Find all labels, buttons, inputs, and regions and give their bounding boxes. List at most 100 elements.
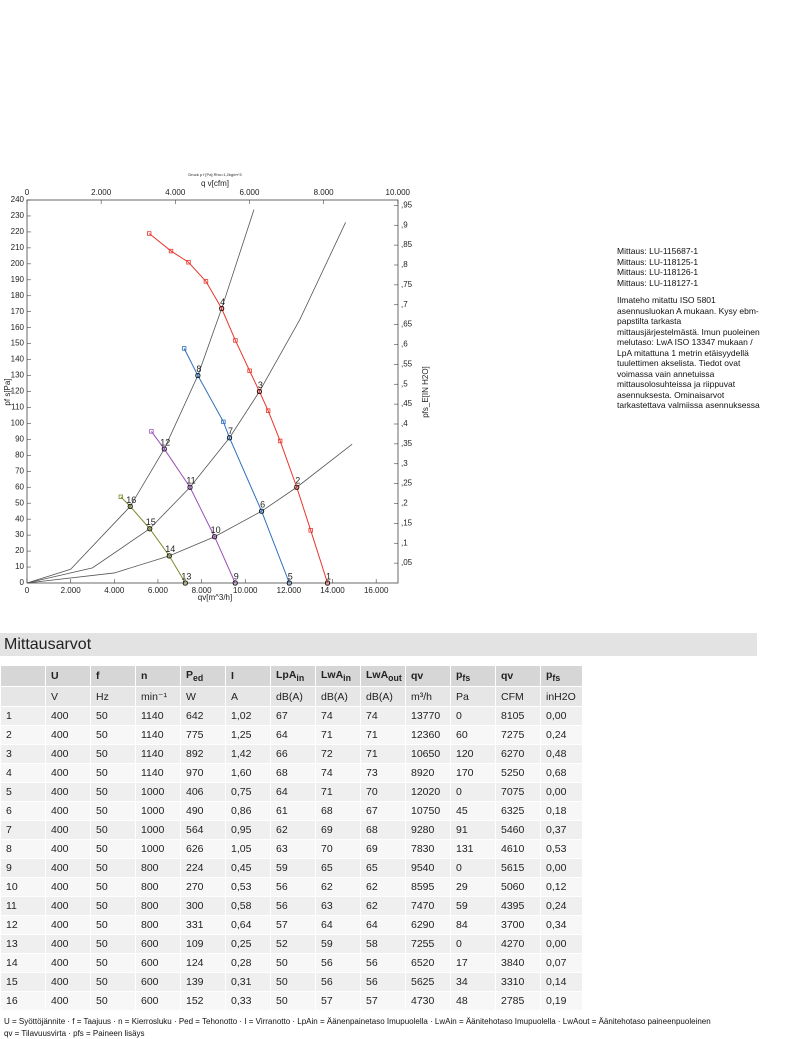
table-cell: 1140: [135, 725, 181, 745]
table-cell: 71: [315, 725, 361, 745]
table-cell: 6: [0, 801, 46, 821]
y2-axis-label: pfs_E[IN H2O]: [421, 366, 430, 418]
table-cell: 0,68: [540, 763, 583, 783]
table-cell: 270: [180, 877, 226, 897]
table-cell: 4270: [495, 934, 541, 954]
point-label: 11: [186, 476, 195, 486]
table-cell: 120: [450, 744, 496, 764]
curve-marker: [233, 338, 238, 343]
curve-marker: [149, 429, 154, 434]
table-row: 1 400 50 1140 642 1,02 67 74 74 13770 0 8105 0,00: [0, 706, 583, 726]
table-cell: 56: [270, 877, 316, 897]
table-cell: 400: [45, 858, 91, 878]
y-tick-label: 240: [11, 195, 25, 204]
curve-marker: [221, 419, 226, 425]
table-cell: 0,31: [225, 972, 271, 992]
table-cell: 400: [45, 896, 91, 916]
table-cell: 600: [135, 953, 181, 973]
table-cell: 84: [450, 915, 496, 935]
table-cell: 5250: [495, 763, 541, 783]
table-cell: 1000: [135, 801, 181, 821]
table-cell: 64: [360, 915, 406, 935]
y2-tick-label: ,7: [401, 300, 408, 309]
table-cell: 70: [360, 782, 406, 802]
table-row: 13 400 50 600 109 0,25 52 59 58 7255 0 4270 0,00: [0, 934, 583, 954]
header-cell: LwAin: [315, 665, 361, 687]
table-cell: 11: [0, 896, 46, 916]
operating-point: [195, 372, 201, 379]
table-cell: 64: [270, 782, 316, 802]
header-cell: f: [90, 665, 136, 687]
table-cell: 74: [360, 706, 406, 726]
header-cell: qv: [405, 665, 451, 687]
point-label: 1: [326, 571, 331, 581]
table-cell: 0,25: [225, 934, 271, 954]
y2-tick-label: ,95: [401, 200, 413, 209]
table-cell: 50: [90, 953, 136, 973]
table-cell: 170: [450, 763, 496, 783]
table-cell: 4: [0, 763, 46, 783]
table-cell: 124: [180, 953, 226, 973]
y-tick-label: 40: [15, 514, 24, 523]
fan-curve: [183, 348, 290, 584]
unit-cell: m³/h: [405, 686, 451, 707]
curve-marker: [181, 346, 187, 351]
table-cell: 56: [270, 896, 316, 916]
x-tick-label: 12.000: [277, 586, 302, 595]
table-cell: 57: [315, 991, 361, 1011]
measurement: Mittaus: LU-118125-1: [617, 256, 699, 267]
y2-tick-label: ,5: [401, 379, 408, 388]
point-label: 12: [160, 437, 170, 447]
table-cell: 6520: [405, 953, 451, 973]
table-cell: 62: [360, 896, 406, 916]
x-tick-label: 10.000: [233, 586, 258, 595]
table-cell: 564: [180, 820, 226, 840]
header-sub: in: [343, 673, 351, 684]
point-label: 13: [181, 571, 191, 581]
table-row: 3 400 50 1140 892 1,42 66 72 71 10650 120 6270 0,48: [0, 744, 583, 764]
operating-point: [324, 580, 331, 586]
table-cell: 131: [450, 839, 496, 859]
y2-tick-label: ,1: [401, 538, 408, 547]
table-cell: 400: [45, 725, 91, 745]
table-cell: 52: [270, 934, 316, 954]
header-sub: in: [296, 673, 305, 684]
table-cell: 63: [270, 839, 316, 859]
table-cell: 0,75: [225, 782, 271, 802]
operating-point: [219, 305, 225, 312]
table-cell: 1: [0, 706, 46, 726]
x2-tick-label: 2.000: [91, 188, 112, 197]
header-text: LpA: [276, 668, 297, 681]
table-cell: 59: [315, 934, 361, 954]
table-cell: 1,25: [225, 725, 271, 745]
table-cell: 73: [360, 763, 406, 783]
table-cell: 29: [450, 877, 496, 897]
table-cell: 0,86: [225, 801, 271, 821]
table-cell: 400: [45, 934, 91, 954]
table-cell: 800: [135, 858, 181, 878]
table-cell: 17: [450, 953, 496, 973]
unit-cell: Pa: [450, 686, 496, 707]
table-cell: 56: [360, 972, 406, 992]
y2-tick-label: ,45: [401, 399, 413, 408]
table-cell: 0,19: [540, 991, 583, 1011]
table-cell: 50: [270, 991, 316, 1011]
table-cell: 300: [180, 896, 226, 916]
header-cell: LpAin: [270, 665, 316, 687]
table-cell: 0,14: [540, 972, 583, 992]
operating-point: [286, 580, 292, 586]
x2-tick-label: 4.000: [165, 188, 186, 197]
table-heading: Mittausarvot: [0, 633, 757, 656]
footnote: U = Syöttöjännite · f = Taajuus · n = Ki…: [4, 1017, 711, 1026]
table-cell: 50: [90, 934, 136, 954]
table-cell: 0,37: [540, 820, 583, 840]
table-row: 2 400 50 1140 775 1,25 64 71 71 12360 60 7275 0,24: [0, 725, 583, 745]
table-cell: 50: [90, 991, 136, 1011]
table-cell: 5460: [495, 820, 541, 840]
x2-tick-label: 10.000: [386, 188, 411, 197]
table-cell: 63: [315, 896, 361, 916]
point-label: 16: [126, 495, 136, 505]
point-label: 14: [165, 544, 175, 554]
header-cell: U: [45, 665, 91, 687]
